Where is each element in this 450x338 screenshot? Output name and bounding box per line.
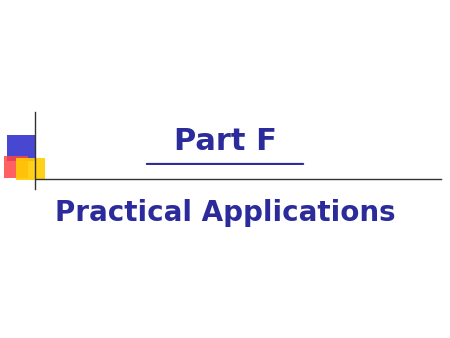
- Bar: [4, 156, 28, 178]
- Text: Part F: Part F: [174, 127, 276, 156]
- Bar: [16, 158, 45, 180]
- Text: Practical Applications: Practical Applications: [55, 199, 395, 227]
- Bar: [7, 135, 36, 161]
